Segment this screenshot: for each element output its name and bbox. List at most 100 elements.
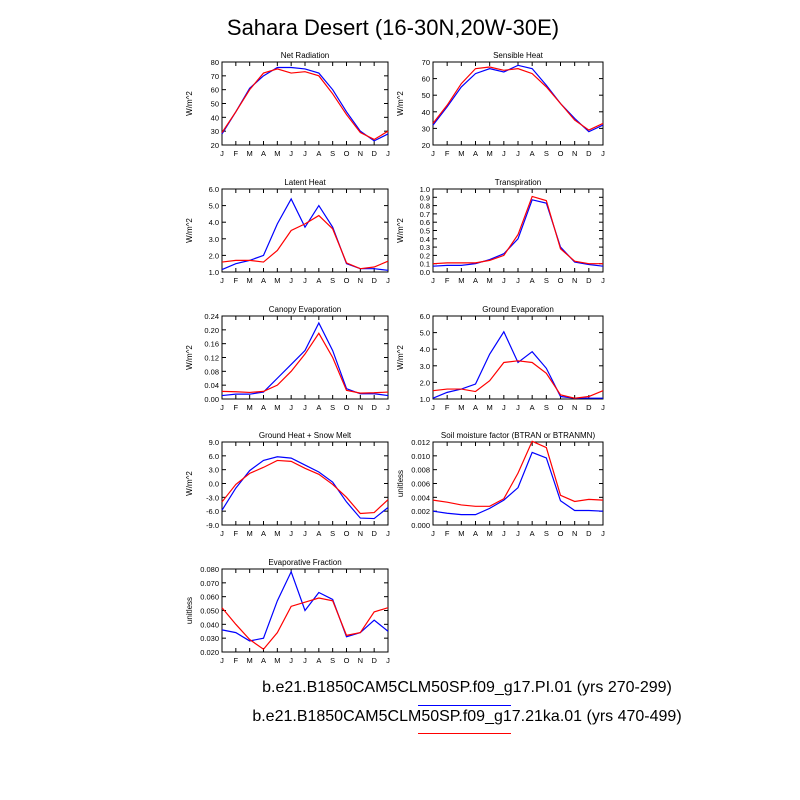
series-line-PI — [221, 321, 389, 397]
x-tick-label: O — [344, 149, 350, 158]
x-tick-label: J — [303, 529, 307, 538]
x-tick-label: J — [502, 276, 506, 285]
x-tick-label: N — [358, 656, 363, 665]
x-tick-label: N — [358, 529, 363, 538]
x-tick-label: J — [431, 529, 435, 538]
y-tick-label: 0.020 — [200, 648, 219, 657]
x-tick-label: O — [344, 276, 350, 285]
x-tick-label: J — [601, 276, 605, 285]
x-tick-label: A — [473, 276, 478, 285]
y-tick-label: 3.0 — [420, 362, 430, 371]
y-tick-label: 1.0 — [209, 268, 219, 277]
x-tick-label: D — [586, 149, 592, 158]
y-tick-label: 0.4 — [420, 235, 430, 244]
x-tick-label: N — [358, 149, 363, 158]
x-tick-label: J — [289, 529, 293, 538]
y-tick-label: 0.7 — [420, 210, 430, 219]
x-tick-label: S — [330, 656, 335, 665]
x-tick-label: N — [572, 403, 577, 412]
plot-frame — [221, 188, 389, 273]
x-tick-label: M — [247, 529, 253, 538]
panel-title: Ground Evaporation — [482, 305, 554, 314]
y-tick-label: 3.0 — [209, 466, 219, 475]
y-tick-label: 0.000 — [411, 521, 430, 530]
x-tick-label: J — [516, 529, 520, 538]
x-tick-label: M — [458, 149, 464, 158]
x-tick-label: O — [344, 656, 350, 665]
y-tick-label: 0.08 — [204, 367, 219, 376]
x-tick-label: D — [371, 149, 377, 158]
x-tick-label: J — [516, 276, 520, 285]
y-tick-label: 20 — [211, 141, 219, 150]
y-tick-label: 0.0 — [420, 268, 430, 277]
y-axis-label: W/m^2 — [396, 91, 405, 116]
series-line-PI — [432, 64, 604, 133]
x-tick-label: M — [274, 529, 280, 538]
panel-title: Latent Heat — [284, 178, 326, 187]
x-tick-label: S — [330, 403, 335, 412]
y-tick-label: 0.3 — [420, 243, 430, 252]
x-tick-label: J — [289, 149, 293, 158]
series-line-21ka — [221, 597, 389, 651]
y-tick-label: 0.12 — [204, 354, 219, 363]
panel-title: Net Radiation — [281, 51, 329, 60]
x-tick-label: J — [220, 403, 224, 412]
series-line-21ka — [432, 440, 604, 507]
y-tick-label: 0.004 — [411, 493, 430, 502]
panel-title: Soil moisture factor (BTRAN or BTRANMN) — [441, 431, 596, 440]
x-tick-label: J — [431, 403, 435, 412]
x-tick-label: O — [558, 403, 564, 412]
x-tick-label: F — [445, 403, 450, 412]
x-tick-label: D — [586, 529, 592, 538]
y-axis-label: W/m^2 — [185, 345, 194, 370]
x-tick-label: F — [445, 529, 450, 538]
x-tick-label: A — [530, 403, 535, 412]
x-tick-label: A — [261, 403, 266, 412]
x-tick-label: F — [234, 656, 239, 665]
x-tick-label: M — [487, 149, 493, 158]
y-tick-label: -3.0 — [206, 493, 219, 502]
x-tick-label: A — [473, 403, 478, 412]
y-tick-label: 0.008 — [411, 466, 430, 475]
y-tick-label: 0.050 — [200, 607, 219, 616]
x-tick-label: A — [261, 149, 266, 158]
x-tick-label: J — [601, 529, 605, 538]
x-tick-label: M — [274, 403, 280, 412]
y-tick-label: 3.0 — [209, 235, 219, 244]
y-tick-label: 50 — [422, 91, 430, 100]
y-tick-label: 1.0 — [420, 395, 430, 404]
x-tick-label: A — [316, 276, 321, 285]
y-tick-label: 0.20 — [204, 326, 219, 335]
x-tick-label: J — [502, 529, 506, 538]
y-axis-label: unitless — [396, 470, 405, 497]
x-tick-label: A — [316, 656, 321, 665]
x-tick-label: F — [234, 149, 239, 158]
x-tick-label: S — [544, 403, 549, 412]
x-tick-label: M — [247, 276, 253, 285]
x-tick-label: J — [220, 656, 224, 665]
series-line-21ka — [432, 195, 603, 265]
plot-frame — [221, 315, 389, 400]
y-tick-label: 9.0 — [209, 438, 219, 447]
x-tick-label: J — [289, 403, 293, 412]
y-tick-label: 70 — [211, 72, 219, 81]
x-tick-label: O — [344, 529, 350, 538]
y-tick-label: 0.16 — [204, 340, 219, 349]
panel-title: Sensible Heat — [493, 51, 544, 60]
x-tick-label: M — [247, 149, 253, 158]
x-tick-label: S — [544, 149, 549, 158]
x-tick-label: J — [386, 276, 390, 285]
series-line-PI — [432, 330, 603, 399]
x-tick-label: J — [220, 529, 224, 538]
panel-5: Ground Evaporation W/m^2 1.0 2.0 3.0 4.0 5.0 6.… — [396, 305, 605, 412]
y-tick-label: 0.012 — [411, 438, 430, 447]
y-tick-label: 30 — [422, 124, 430, 133]
y-tick-label: 2.0 — [420, 378, 430, 387]
x-tick-label: F — [445, 276, 450, 285]
x-tick-label: D — [586, 403, 592, 412]
x-tick-label: A — [261, 656, 266, 665]
x-tick-label: D — [586, 276, 592, 285]
panel-title: Evaporative Fraction — [268, 558, 341, 567]
